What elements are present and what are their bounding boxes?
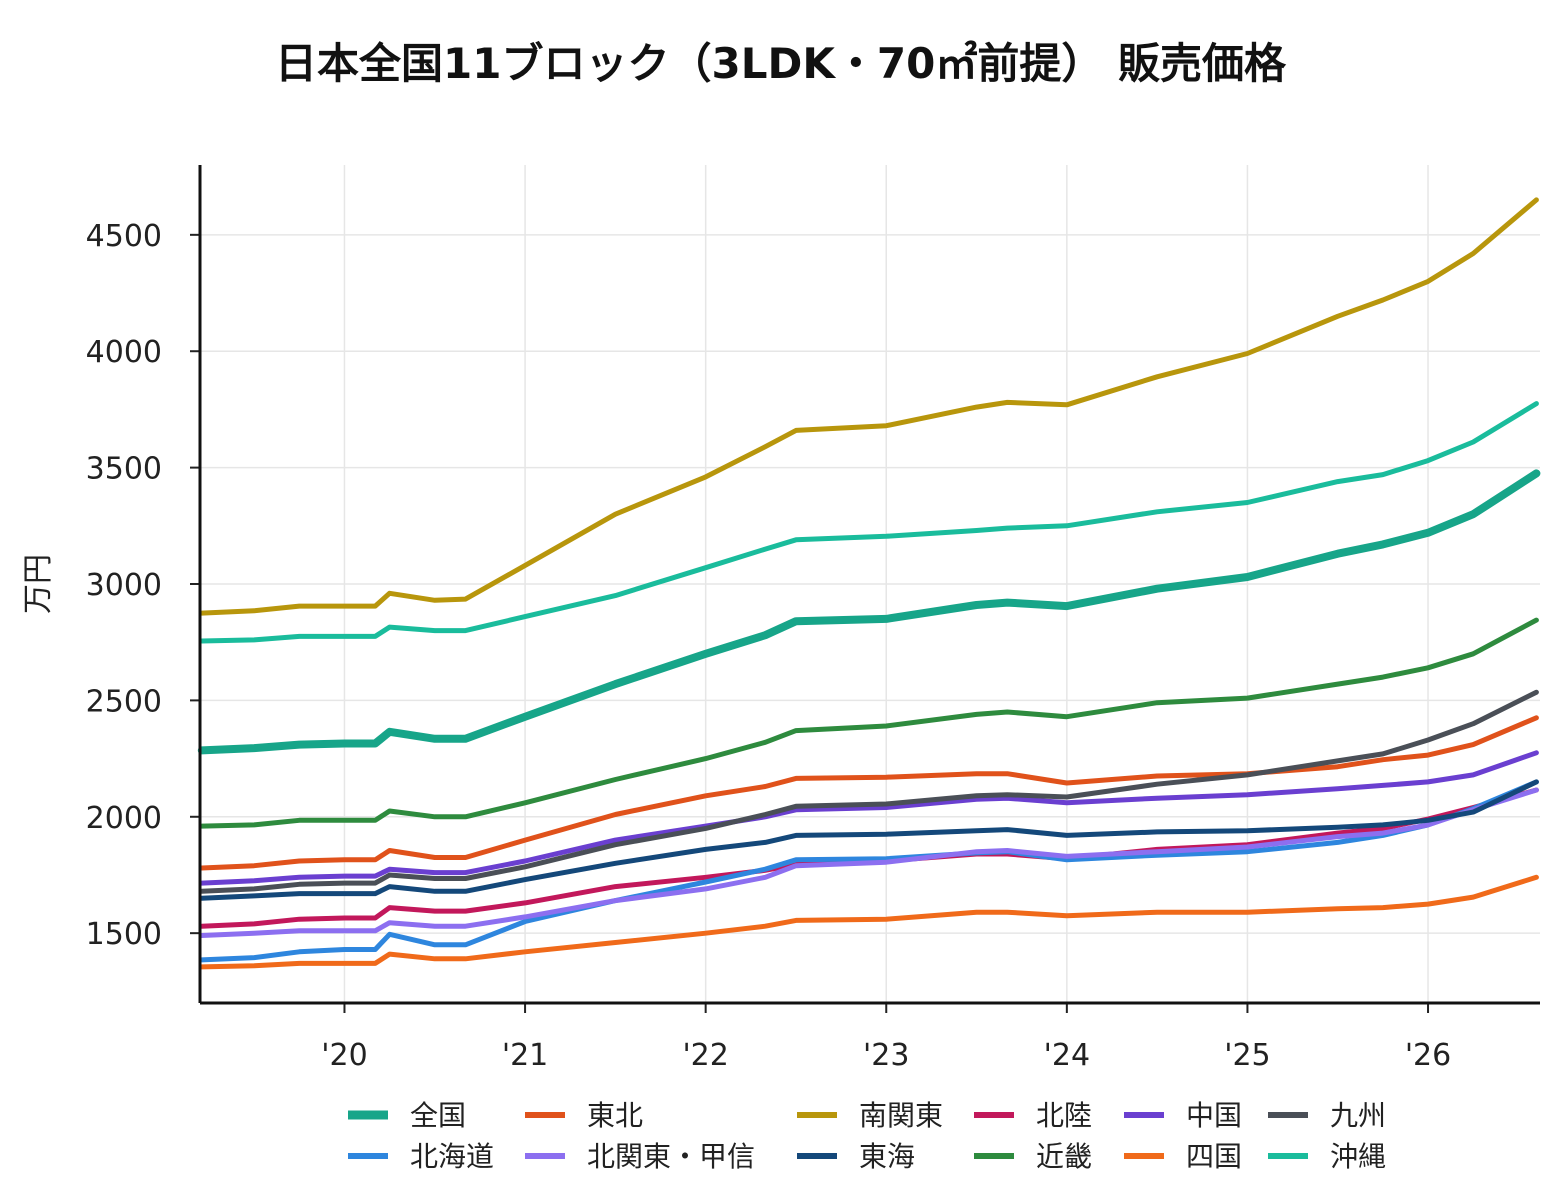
series-line-3	[199, 787, 1539, 929]
legend-item: 北関東・甲信	[525, 1140, 755, 1173]
legend-label: 東北	[587, 1099, 643, 1132]
legend-label: 北海道	[410, 1140, 494, 1173]
x-tick-label: '22	[682, 1038, 728, 1073]
x-tick-label: '25	[1224, 1038, 1270, 1073]
legend-item: 近畿	[974, 1140, 1092, 1173]
legend-label: 東海	[859, 1140, 915, 1173]
chart-title: 日本全国11ブロック（3LDK・70㎡前提） 販売価格	[275, 39, 1286, 88]
series-line-7	[199, 787, 1539, 938]
legend-label: 北陸	[1036, 1099, 1092, 1132]
y-tick-label: 2000	[86, 801, 162, 836]
legend-label: 沖縄	[1330, 1140, 1386, 1173]
legend-item: 九州	[1268, 1099, 1386, 1132]
y-axis-label: 万円	[21, 554, 56, 614]
axes	[190, 165, 1540, 1013]
legend-label: 北関東・甲信	[587, 1140, 755, 1173]
series-line-9	[199, 617, 1539, 829]
legend-label: 九州	[1330, 1099, 1386, 1132]
legend-label: 全国	[410, 1099, 466, 1132]
y-tick-labels: 1500 2000 2500 3000 3500 4000 4500	[86, 219, 162, 952]
x-tick-label: '21	[502, 1038, 548, 1073]
series-line-10	[199, 874, 1539, 970]
legend-item: 沖縄	[1268, 1140, 1386, 1173]
x-tick-label: '23	[863, 1038, 909, 1073]
series-line-2	[199, 197, 1539, 616]
series-line-0	[197, 469, 1541, 755]
series-line-5	[199, 689, 1539, 894]
legend-label: 近畿	[1036, 1140, 1092, 1173]
x-tick-label: '24	[1044, 1038, 1090, 1073]
y-tick-label: 1500	[86, 917, 162, 952]
legend-item: 東海	[797, 1140, 915, 1173]
y-tick-label: 3500	[86, 452, 162, 487]
series-line-6	[199, 779, 1539, 963]
series-lines	[197, 197, 1541, 970]
legend-item: 東北	[525, 1099, 643, 1132]
legend-item: 南関東	[797, 1099, 943, 1132]
x-tick-label: '26	[1405, 1038, 1451, 1073]
series-line-4	[199, 750, 1539, 886]
legend-item: 北陸	[974, 1099, 1092, 1132]
y-tick-label: 3000	[86, 568, 162, 603]
x-tick-label: '20	[321, 1038, 367, 1073]
y-tick-label: 4000	[86, 335, 162, 370]
legend-label: 南関東	[859, 1099, 943, 1132]
series-line-11	[199, 401, 1539, 644]
y-tick-label: 2500	[86, 684, 162, 719]
legend-item: 全国	[348, 1099, 466, 1132]
series-line-1	[199, 715, 1539, 871]
legend-label: 中国	[1186, 1099, 1242, 1132]
y-tick-label: 4500	[86, 219, 162, 254]
x-tick-labels: '20 '21 '22 '23 '24 '25 '26	[321, 1038, 1451, 1073]
legend-item: 四国	[1124, 1140, 1242, 1173]
legend-item: 中国	[1124, 1099, 1242, 1132]
legend-label: 四国	[1186, 1140, 1242, 1173]
legend-item: 北海道	[348, 1140, 494, 1173]
series-line-8	[199, 779, 1539, 901]
